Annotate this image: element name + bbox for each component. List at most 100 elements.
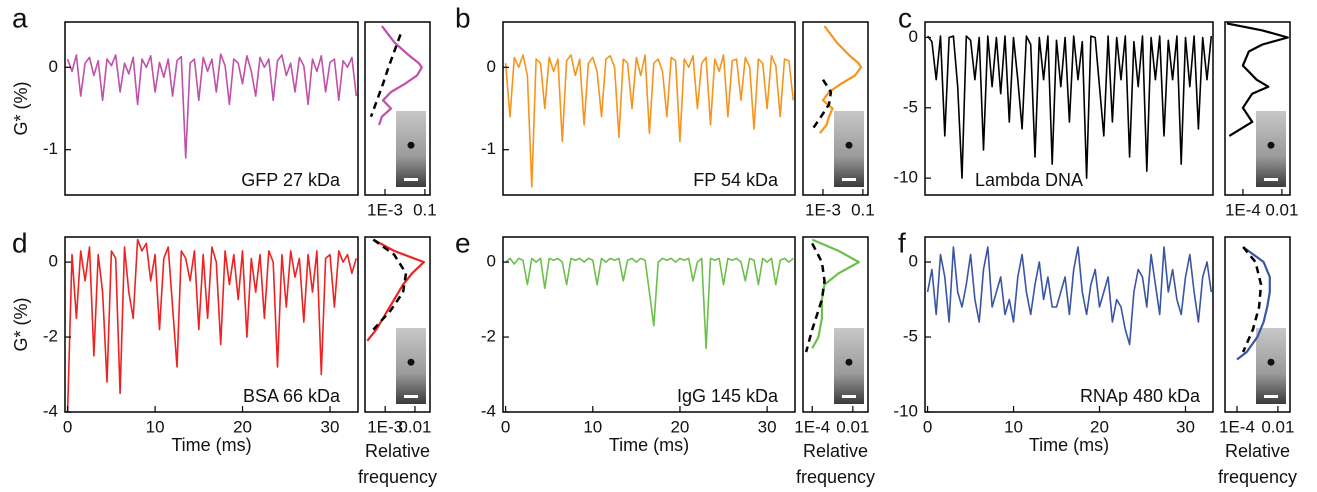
trace-line [66,238,358,413]
histogram-line [377,25,423,126]
x-tick-label: 0 [923,417,932,436]
inset-image [834,111,864,187]
x-tick-label: 1E-3 [367,200,403,219]
axes-frame [802,21,869,196]
scale-bar [404,178,418,181]
trace-panel: -10 -5 0c Lambda DNA [893,2,1214,196]
x-tick-label: 0.01 [1261,417,1294,436]
trace-panel: -1 0 b FP 54 kDa [455,2,796,196]
x-tick-label: 30 [321,417,340,436]
axes-frame [924,21,1214,196]
histogram-panel: 1E-4 0.01 [1224,21,1298,219]
x-axis-label: Relative [365,441,430,461]
axes-frame [802,236,869,413]
x-tick-label: 20 [233,417,252,436]
x-tick-label: 0.1 [851,200,875,219]
y-tick-label: -4 [43,401,58,420]
x-axis-label: Time (ms) [609,435,689,455]
trace-panel: -1 0 a GFP 27 kDa G* (%) [11,2,359,196]
inset-image [1256,111,1286,187]
axes-frame [502,21,796,196]
histogram-line [1226,22,1289,137]
y-tick-label: -5 [903,327,918,346]
histogram-panel: 1E-3 0.1 [802,21,875,219]
fit-line [811,79,833,130]
panel-label: d [12,227,28,258]
fit-line [369,33,402,118]
x-axis-label: frequency [796,467,875,487]
x-tick-label: 1E-4 [1219,417,1255,436]
x-tick-label: 20 [670,417,689,436]
x-tick-label: 0.1 [413,200,437,219]
y-tick-label: -2 [43,327,58,346]
scale-bar [842,178,856,181]
histogram-line [1236,246,1271,361]
x-tick-label: 1E-3 [367,417,403,436]
histogram-panel: 1E-3 0.1 [364,21,437,219]
axes-frame [924,236,1214,413]
inset-particle [845,358,853,366]
panel-label: c [898,2,912,33]
sample-label: FP 54 kDa [693,170,779,190]
x-tick-label: 1E-3 [805,200,841,219]
x-tick-label: 0 [63,417,72,436]
x-axis-label: Time (ms) [1029,435,1109,455]
y-tick-label: -1 [481,139,496,158]
scale-bar [1264,178,1278,181]
axes-frame [502,236,796,413]
axes-frame [1224,21,1291,196]
trace-panel: -10 -5 0 0 10 20 30 f RNAp 480 kDa Time (ms) [893,227,1214,455]
inset-image [1256,328,1286,404]
y-tick-label: 0 [49,57,58,76]
inset-image [396,111,426,187]
x-axis-label: Time (ms) [171,435,251,455]
x-tick-label: 0 [501,417,510,436]
histogram-panel: 1E-4 0.01 Relative frequency [1218,236,1297,487]
y-tick-label: -10 [893,401,918,420]
x-axis-label: frequency [358,467,437,487]
inset-particle [407,141,415,149]
x-tick-label: 30 [1176,417,1195,436]
histogram-line [366,238,425,342]
x-tick-label: 30 [758,417,777,436]
trace-line [504,54,795,188]
inset-particle [845,141,853,149]
fit-line [1241,246,1263,353]
histogram-panel: 1E-30.01 Relative frequency [358,236,437,487]
panel-label: f [898,227,906,258]
x-tick-label: 0.01 [1265,200,1298,219]
y-tick-label: 0 [487,57,496,76]
inset-image [396,328,426,404]
x-axis-label: Relative [803,441,868,461]
y-tick-label: -10 [893,168,918,187]
trace-panel: -4 -2 0 0 10 20 30 d BSA 66 kDa G* (%) Time (ms) [11,227,359,455]
trace-line [926,246,1213,346]
axes-frame [364,236,431,413]
y-tick-label: -5 [903,97,918,116]
y-axis-label: G* (%) [11,298,31,352]
panel-label: a [12,2,28,33]
panel-label: e [455,227,471,258]
histogram-line [819,25,863,134]
y-tick-label: 0 [909,252,918,271]
y-axis-label: G* (%) [11,82,31,136]
sample-label: IgG 145 kDa [677,386,779,406]
trace-panel: -4 -2 0 0 10 20 30 e IgG 145 kDa Time (ms) [455,227,796,455]
axes-frame [364,21,431,196]
histogram-panel: 1E-4 0.01 Relative frequency [794,236,875,487]
x-axis-label: Relative [1225,441,1290,461]
x-axis-label: frequency [1218,467,1297,487]
inset-particle [407,358,415,366]
panel-label: b [455,2,471,33]
trace-line [66,53,358,159]
sample-label: Lambda DNA [975,170,1083,190]
y-tick-label: -4 [481,401,496,420]
scale-bar [1264,395,1278,398]
x-tick-label: 10 [1004,417,1023,436]
scale-bar [842,395,856,398]
y-tick-label: -2 [481,327,496,346]
sample-label: BSA 66 kDa [243,386,341,406]
x-tick-label: 1E-4 [1225,200,1261,219]
scale-bar [404,395,418,398]
